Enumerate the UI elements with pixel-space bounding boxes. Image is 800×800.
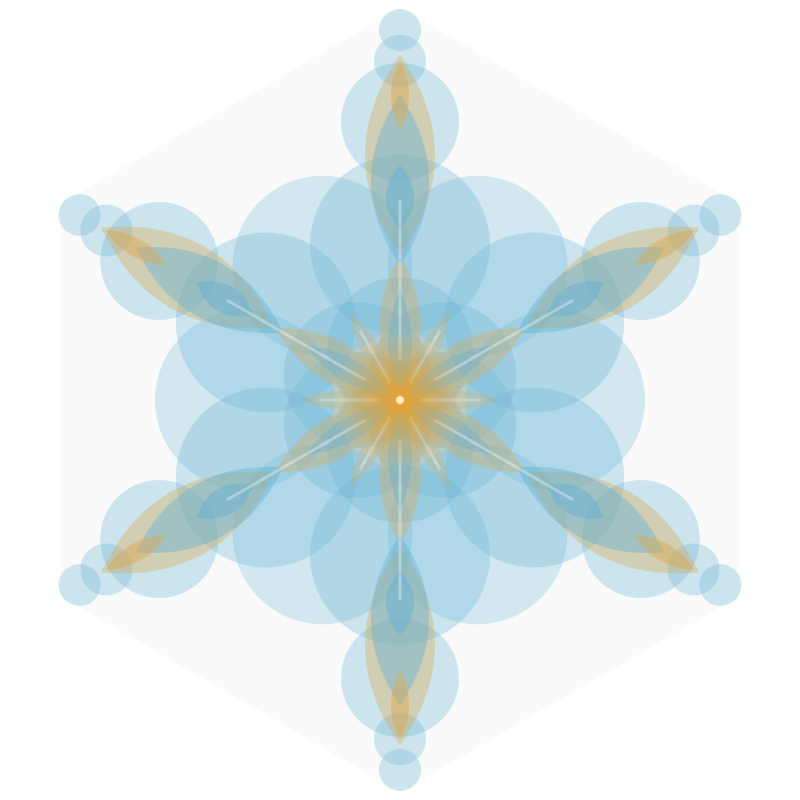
arm-circle — [58, 194, 101, 236]
arm-circle — [379, 9, 421, 51]
arm-circle — [175, 387, 356, 568]
arm-petals — [101, 399, 400, 574]
outer-blue-petal — [135, 246, 284, 334]
tip-gold-petal — [391, 670, 409, 740]
arm-circle — [699, 564, 742, 606]
side-circle — [232, 444, 413, 625]
arm-circle — [699, 194, 742, 236]
outer-blue-petal — [516, 246, 665, 334]
mid-blue-petal — [196, 483, 253, 519]
mid-blue-petal — [547, 483, 604, 519]
mid-blue-petal — [386, 165, 414, 230]
tip-gold-petal — [633, 230, 695, 265]
mid-blue-petal — [547, 281, 604, 317]
arm-circle — [175, 232, 356, 413]
arm-circle — [444, 387, 625, 568]
arm-circle — [379, 749, 421, 791]
arm-circle — [58, 564, 101, 606]
side-circle — [232, 175, 413, 356]
tip-gold-petal — [105, 230, 167, 265]
mid-blue-petal — [196, 281, 253, 317]
center-layer — [330, 330, 470, 470]
side-circle — [155, 310, 335, 490]
arm-petals — [365, 400, 435, 745]
outer-blue-petal — [135, 466, 284, 554]
arm-circle — [310, 465, 490, 645]
arm-circle — [444, 232, 625, 413]
arm-circle — [310, 155, 490, 335]
outer-blue-petal — [516, 466, 665, 554]
tip-gold-petal — [633, 535, 695, 570]
outer-gold-petal — [365, 55, 435, 255]
side-circle — [465, 310, 645, 490]
tip-gold-petal — [391, 60, 409, 130]
outer-gold-petal — [365, 545, 435, 745]
mid-blue-petal — [386, 570, 414, 635]
center-dot — [396, 396, 404, 404]
tip-gold-petal — [105, 535, 167, 570]
side-circle — [387, 175, 568, 356]
arm-petals — [400, 226, 699, 401]
side-circle — [387, 444, 568, 625]
outer-blue-petal — [371, 95, 429, 265]
outer-blue-petal — [371, 535, 429, 705]
